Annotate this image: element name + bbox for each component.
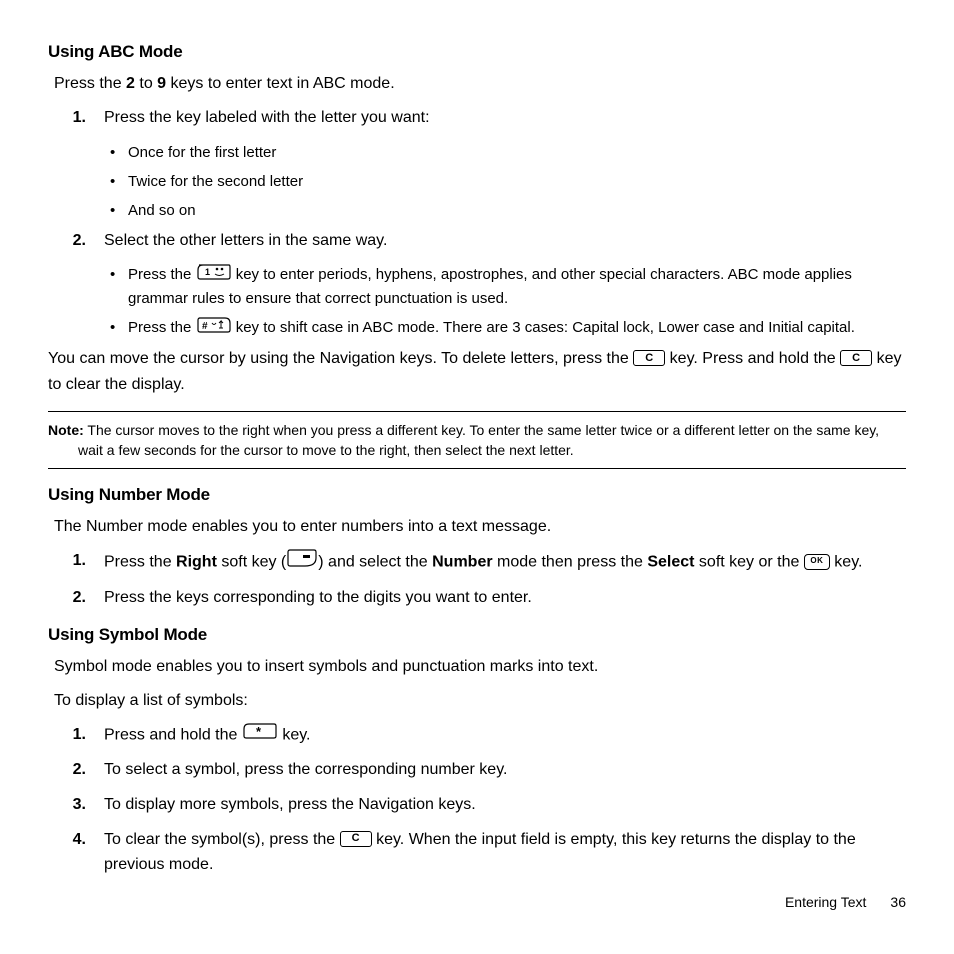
list-item: • Press the 1 key to enter periods, hyph…: [110, 263, 906, 310]
c-key-icon: C: [340, 831, 372, 847]
number-steps: 1. Press the Right soft key () and selec…: [68, 549, 906, 611]
star-key-icon: *: [243, 723, 277, 748]
list-item: • Press the # key to shift case in ABC m…: [110, 316, 906, 340]
abc-sub1: •Once for the first letter •Twice for th…: [110, 141, 906, 223]
symbol-mode-section: Using Symbol Mode Symbol mode enables yo…: [48, 625, 906, 878]
symbol-heading: Using Symbol Mode: [48, 625, 906, 645]
list-item: 2. Press the keys corresponding to the d…: [68, 586, 906, 611]
svg-text:1: 1: [205, 267, 210, 277]
footer-page: 36: [890, 894, 906, 910]
list-item: 1. Press the Right soft key () and selec…: [68, 549, 906, 576]
list-item: 2. Select the other letters in the same …: [68, 229, 906, 254]
hash-key-icon: #: [197, 317, 231, 340]
note-block: Note: The cursor moves to the right when…: [48, 411, 906, 470]
number-heading: Using Number Mode: [48, 485, 906, 505]
list-item: •Once for the first letter: [110, 141, 906, 164]
c-key-icon: C: [840, 350, 872, 366]
abc-intro: Press the 2 to 9 keys to enter text in A…: [54, 72, 906, 96]
symbol-intro2: To display a list of symbols:: [54, 689, 906, 713]
cursor-paragraph: You can move the cursor by using the Nav…: [48, 346, 906, 399]
number-intro: The Number mode enables you to enter num…: [54, 515, 906, 539]
symbol-intro: Symbol mode enables you to insert symbol…: [54, 655, 906, 679]
list-item: 1. Press and hold the * key.: [68, 723, 906, 748]
right-softkey-icon: [287, 549, 317, 576]
svg-text:*: *: [256, 724, 262, 739]
page-footer: Entering Text 36: [785, 894, 906, 910]
symbol-steps: 1. Press and hold the * key. 2. To selec…: [68, 723, 906, 878]
one-key-icon: 1: [197, 264, 231, 287]
footer-section: Entering Text: [785, 894, 866, 910]
abc-heading: Using ABC Mode: [48, 42, 906, 62]
abc-steps2: 2. Select the other letters in the same …: [68, 229, 906, 254]
abc-steps: 1. Press the key labeled with the letter…: [68, 106, 906, 131]
list-item: 2. To select a symbol, press the corresp…: [68, 758, 906, 783]
list-item: •Twice for the second letter: [110, 170, 906, 193]
number-mode-section: Using Number Mode The Number mode enable…: [48, 485, 906, 611]
ok-key-icon: OK: [804, 554, 830, 570]
c-key-icon: C: [633, 350, 665, 366]
list-item: •And so on: [110, 199, 906, 222]
abc-sub2: • Press the 1 key to enter periods, hyph…: [110, 263, 906, 340]
svg-text:#: #: [202, 321, 208, 332]
abc-mode-section: Using ABC Mode Press the 2 to 9 keys to …: [48, 42, 906, 469]
list-item: 1. Press the key labeled with the letter…: [68, 106, 906, 131]
list-item: 3. To display more symbols, press the Na…: [68, 793, 906, 818]
list-item: 4. To clear the symbol(s), press the C k…: [68, 828, 906, 878]
